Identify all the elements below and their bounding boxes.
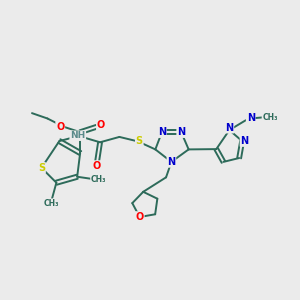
Text: NH: NH: [70, 131, 85, 140]
Text: N: N: [158, 127, 166, 137]
Text: N: N: [247, 113, 255, 123]
Text: CH₃: CH₃: [91, 175, 106, 184]
Text: S: S: [136, 136, 143, 146]
Text: N: N: [177, 127, 185, 137]
Text: CH₃: CH₃: [262, 113, 278, 122]
Text: S: S: [38, 163, 45, 173]
Text: N: N: [241, 136, 249, 146]
Text: CH₃: CH₃: [43, 199, 59, 208]
Text: O: O: [97, 120, 105, 130]
Text: O: O: [56, 122, 64, 132]
Text: O: O: [93, 161, 101, 171]
Text: O: O: [136, 212, 144, 222]
Text: N: N: [167, 157, 175, 167]
Text: N: N: [225, 123, 233, 133]
